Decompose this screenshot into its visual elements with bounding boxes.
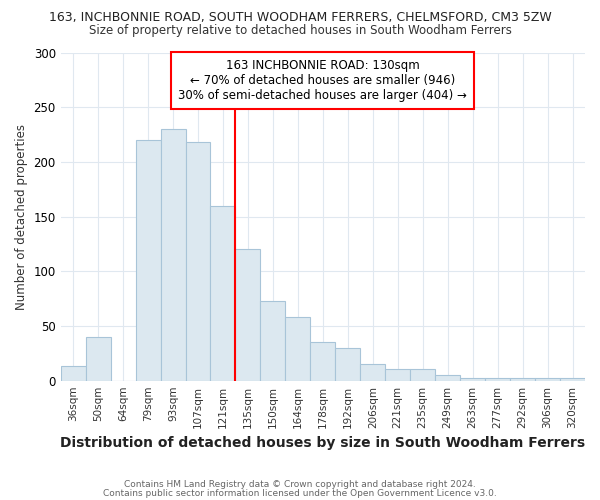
Bar [136, 140, 161, 380]
Bar [460, 378, 485, 380]
Bar [410, 368, 435, 380]
Bar [61, 366, 86, 380]
Y-axis label: Number of detached properties: Number of detached properties [15, 124, 28, 310]
Bar [435, 375, 460, 380]
Bar [161, 129, 185, 380]
Text: 163 INCHBONNIE ROAD: 130sqm
← 70% of detached houses are smaller (946)
30% of se: 163 INCHBONNIE ROAD: 130sqm ← 70% of det… [178, 59, 467, 102]
Text: Contains HM Land Registry data © Crown copyright and database right 2024.: Contains HM Land Registry data © Crown c… [124, 480, 476, 489]
Bar [510, 378, 535, 380]
Bar [211, 206, 235, 380]
Bar [286, 317, 310, 380]
Bar [485, 378, 510, 380]
Bar [235, 250, 260, 380]
Bar [535, 378, 560, 380]
Text: Size of property relative to detached houses in South Woodham Ferrers: Size of property relative to detached ho… [89, 24, 511, 37]
Bar [560, 378, 585, 380]
Bar [86, 337, 110, 380]
Bar [310, 342, 335, 380]
X-axis label: Distribution of detached houses by size in South Woodham Ferrers: Distribution of detached houses by size … [60, 436, 586, 450]
Bar [360, 364, 385, 380]
Bar [260, 301, 286, 380]
Bar [385, 368, 410, 380]
Bar [185, 142, 211, 380]
Text: 163, INCHBONNIE ROAD, SOUTH WOODHAM FERRERS, CHELMSFORD, CM3 5ZW: 163, INCHBONNIE ROAD, SOUTH WOODHAM FERR… [49, 11, 551, 24]
Bar [335, 348, 360, 380]
Text: Contains public sector information licensed under the Open Government Licence v3: Contains public sector information licen… [103, 488, 497, 498]
